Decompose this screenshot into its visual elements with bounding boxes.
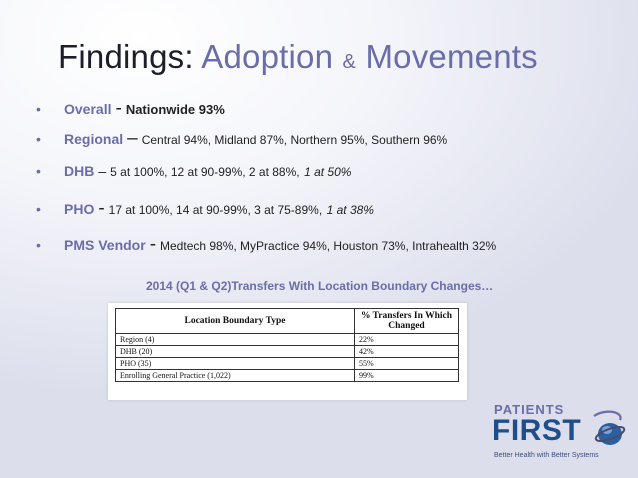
table-cell: Enrolling General Practice (1,022) <box>115 369 355 382</box>
table-cell: 22% <box>354 333 459 346</box>
table-caption: 2014 (Q1 & Q2)Transfers With Location Bo… <box>146 279 494 293</box>
swirl-globe-icon <box>593 410 626 445</box>
title-part3: Movements <box>365 38 538 75</box>
table-header-row: Location Boundary Type % Transfers In Wh… <box>115 308 459 334</box>
table-cell: 99% <box>354 369 459 382</box>
bullet-dot-icon: • <box>36 163 41 179</box>
bullet-value: 17 at 100%, 14 at 90-99%, 3 at 75-89%, <box>108 203 323 217</box>
logo-tagline: Better Health with Better Systems <box>494 452 599 459</box>
bullet-pho: • PHO - 17 at 100%, 14 at 90-99%, 3 at 7… <box>36 198 374 220</box>
bullet-separator: – <box>98 163 107 179</box>
table-row: Enrolling General Practice (1,022) 99% <box>115 369 459 382</box>
boundary-table-image: Location Boundary Type % Transfers In Wh… <box>108 303 467 400</box>
bullet-dhb: • DHB – 5 at 100%, 12 at 90-99%, 2 at 88… <box>36 163 351 181</box>
bullet-regional: • Regional – Central 94%, Midland 87%, N… <box>36 128 447 150</box>
table-row: Region (4) 22% <box>115 333 459 346</box>
column-header: Location Boundary Type <box>115 308 355 334</box>
bullet-value-italic: 1 at 50% <box>304 165 352 179</box>
logo-top-text: PATIENTS <box>494 402 565 417</box>
bullet-separator: - <box>115 98 122 119</box>
bullet-value: Central 94%, Midland 87%, Northern 95%, … <box>141 133 448 147</box>
table-row: PHO (35) 55% <box>115 357 459 370</box>
bullet-separator: - <box>149 234 157 255</box>
bullet-separator: – <box>127 128 138 149</box>
bullet-value: Medtech 98%, MyPractice 94%, Houston 73%… <box>160 239 497 253</box>
bullet-overall: • Overall - Nationwide 93% <box>36 98 225 120</box>
logo-main-text: FIRST <box>492 414 582 447</box>
table-cell: DHB (20) <box>115 345 355 358</box>
table-row: DHB (20) 42% <box>115 345 459 358</box>
bullet-key: Overall <box>64 101 112 117</box>
title-part2: Adoption <box>201 38 334 75</box>
bullet-value-italic: 1 at 38% <box>326 203 374 217</box>
table-cell: 42% <box>354 345 459 358</box>
slide-title: Findings: Adoption & Movements <box>58 38 538 76</box>
bullet-separator: - <box>98 198 105 219</box>
bullet-key: PHO <box>64 201 95 217</box>
table-cell: Region (4) <box>115 333 355 346</box>
title-part1: Findings: <box>58 38 194 75</box>
bullet-pms-vendor: • PMS Vendor - Medtech 98%, MyPractice 9… <box>36 234 496 256</box>
table-cell: 55% <box>354 357 459 370</box>
patients-first-logo: PATIENTS FIRST Better Health with Better… <box>492 398 628 468</box>
table-cell: PHO (35) <box>115 357 355 370</box>
bullet-value: Nationwide 93% <box>125 102 225 117</box>
bullet-key: Regional <box>64 131 124 147</box>
boundary-table: Location Boundary Type % Transfers In Wh… <box>115 308 459 382</box>
bullet-dot-icon: • <box>36 201 41 217</box>
bullet-dot-icon: • <box>36 101 41 117</box>
bullet-key: DHB <box>64 163 95 179</box>
bullet-value: 5 at 100%, 12 at 90-99%, 2 at 88%, <box>110 165 300 179</box>
bullet-key: PMS Vendor <box>64 237 146 253</box>
column-header: % Transfers In Which Changed <box>354 308 459 334</box>
title-ampersand: & <box>342 51 357 73</box>
bullet-dot-icon: • <box>36 237 41 253</box>
bullet-dot-icon: • <box>36 131 41 147</box>
